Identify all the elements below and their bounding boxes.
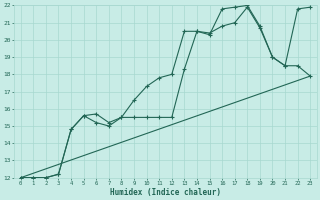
X-axis label: Humidex (Indice chaleur): Humidex (Indice chaleur) — [110, 188, 221, 197]
